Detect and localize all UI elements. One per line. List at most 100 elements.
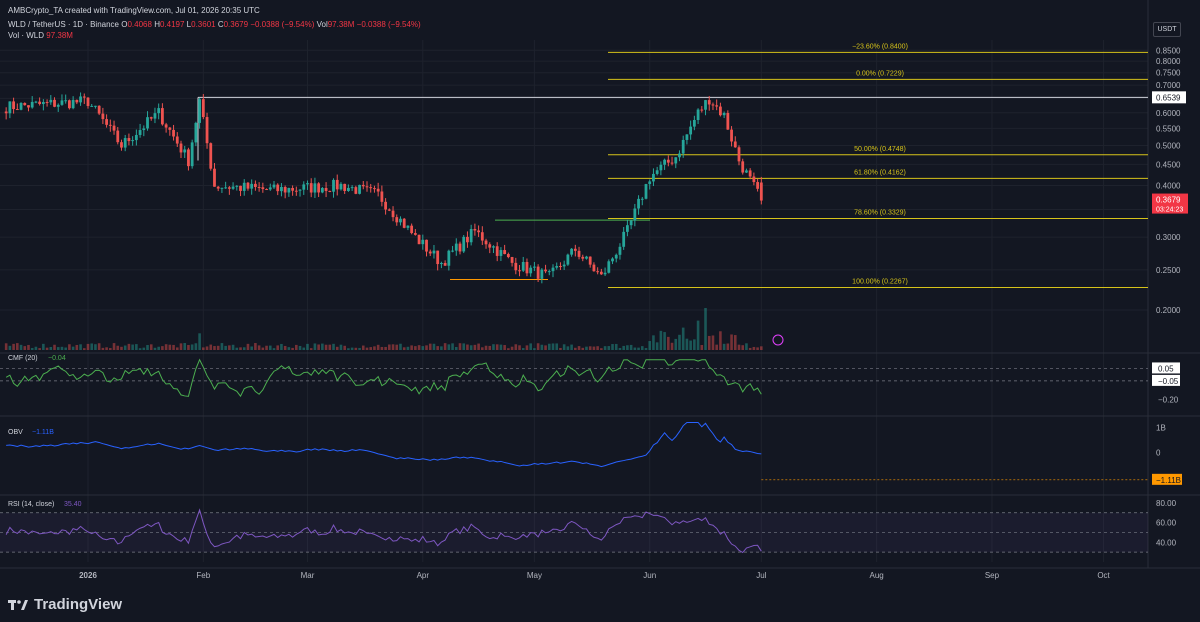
time-tick-label: Jun [643, 571, 656, 580]
volume-bar [395, 344, 399, 350]
candle-body [71, 99, 75, 109]
volume-bar [451, 343, 454, 350]
candle-body [105, 119, 108, 125]
volume-bar [570, 344, 573, 350]
candle-body [510, 257, 514, 263]
volume-bar [741, 345, 745, 350]
candle-body [361, 184, 365, 187]
candle-body [555, 266, 559, 268]
candle-body [306, 183, 309, 185]
candle-body [60, 100, 64, 105]
volume-bar [157, 346, 160, 350]
volume-bar [652, 335, 655, 350]
candle-body [108, 124, 112, 126]
obv-label: OBV [8, 429, 23, 436]
volume-bar [34, 346, 38, 350]
candle-body [681, 139, 685, 154]
volume-bar [369, 347, 373, 350]
close-value: 0.3679 [223, 20, 249, 29]
volume-bar [42, 343, 45, 350]
rsi-value: 35.40 [64, 501, 82, 508]
candle-body [201, 99, 205, 118]
candle-body [562, 264, 566, 267]
time-tick-label: Sep [985, 571, 1000, 580]
tradingview-logo[interactable]: TradingView [8, 596, 122, 613]
candle-body [506, 254, 510, 258]
countdown-text: 03:24:23 [1156, 207, 1183, 214]
candle-body [395, 217, 399, 223]
candle-body [674, 157, 678, 164]
volume-bar [473, 344, 477, 350]
volume-bar [101, 347, 105, 350]
candle-body [518, 270, 521, 272]
candle-body [436, 250, 440, 265]
volume-bar [164, 344, 168, 350]
candle-body [745, 170, 748, 173]
volume-bar [596, 346, 599, 350]
candle-body [521, 261, 525, 271]
volume-bar [588, 346, 592, 350]
volume-bar [525, 345, 529, 350]
candle-body [454, 243, 458, 251]
candle-body [607, 261, 611, 273]
candle-body [402, 218, 406, 228]
volume-bar [447, 344, 451, 350]
candle-body [533, 266, 536, 268]
candle-body [514, 262, 518, 271]
time-tick-label: Aug [870, 571, 884, 580]
volume-bar [484, 345, 488, 350]
volume-legend-label[interactable]: Vol · WLD [8, 31, 45, 40]
candle-body [495, 246, 499, 256]
volume-bar [317, 344, 320, 350]
volume-bar [733, 335, 737, 350]
candle-body [27, 105, 30, 108]
candle-body [216, 186, 220, 189]
volume-bar [209, 344, 213, 350]
volume-bar [748, 347, 752, 350]
candle-body [123, 138, 127, 148]
volume-bar [4, 343, 8, 350]
volume-bar [655, 342, 659, 350]
volume-bar [737, 344, 741, 350]
candle-body [599, 271, 603, 275]
volume-bar [376, 344, 380, 350]
price-tick-label: 0.5500 [1156, 124, 1181, 133]
currency-button[interactable]: USDT [1153, 22, 1181, 37]
candle-body [172, 129, 175, 137]
price-tick-label: 0.7000 [1156, 81, 1181, 90]
volume-bar [56, 347, 60, 350]
candle-body [365, 186, 369, 188]
candle-body [648, 181, 652, 185]
cmf-tick-label: −0.20 [1158, 396, 1179, 405]
volume-bar [607, 346, 611, 350]
high-value: 0.4197 [159, 20, 185, 29]
candle-body [577, 250, 581, 257]
volume-bar [224, 345, 227, 350]
candle-body [447, 250, 451, 266]
price-tick-label: 0.5000 [1156, 141, 1181, 150]
candle-body [614, 254, 618, 259]
rsi-tick-label: 80.00 [1156, 499, 1177, 508]
volume-bar [618, 347, 622, 350]
volume-bar [79, 344, 82, 350]
candle-body [629, 220, 633, 226]
volume-bar [510, 346, 514, 350]
price-tick-label: 0.2500 [1156, 266, 1181, 275]
candle-body [399, 218, 402, 223]
candle-body [536, 266, 540, 279]
candle-body [120, 142, 123, 148]
candle-body [480, 232, 484, 241]
volume-bar [707, 335, 711, 350]
obv-tick-label: 0 [1156, 448, 1161, 457]
volume-bar [306, 343, 309, 350]
candle-body [655, 170, 659, 174]
symbol-name[interactable]: WLD / TetherUS · 1D · Binance [8, 20, 120, 29]
volume-bar [399, 343, 402, 350]
candle-body [458, 243, 462, 252]
volume-bar [674, 338, 678, 350]
low-value: 0.3601 [191, 20, 216, 29]
candle-body [663, 159, 666, 165]
cmf-tick-tag [1152, 374, 1180, 386]
candle-body [45, 101, 49, 103]
